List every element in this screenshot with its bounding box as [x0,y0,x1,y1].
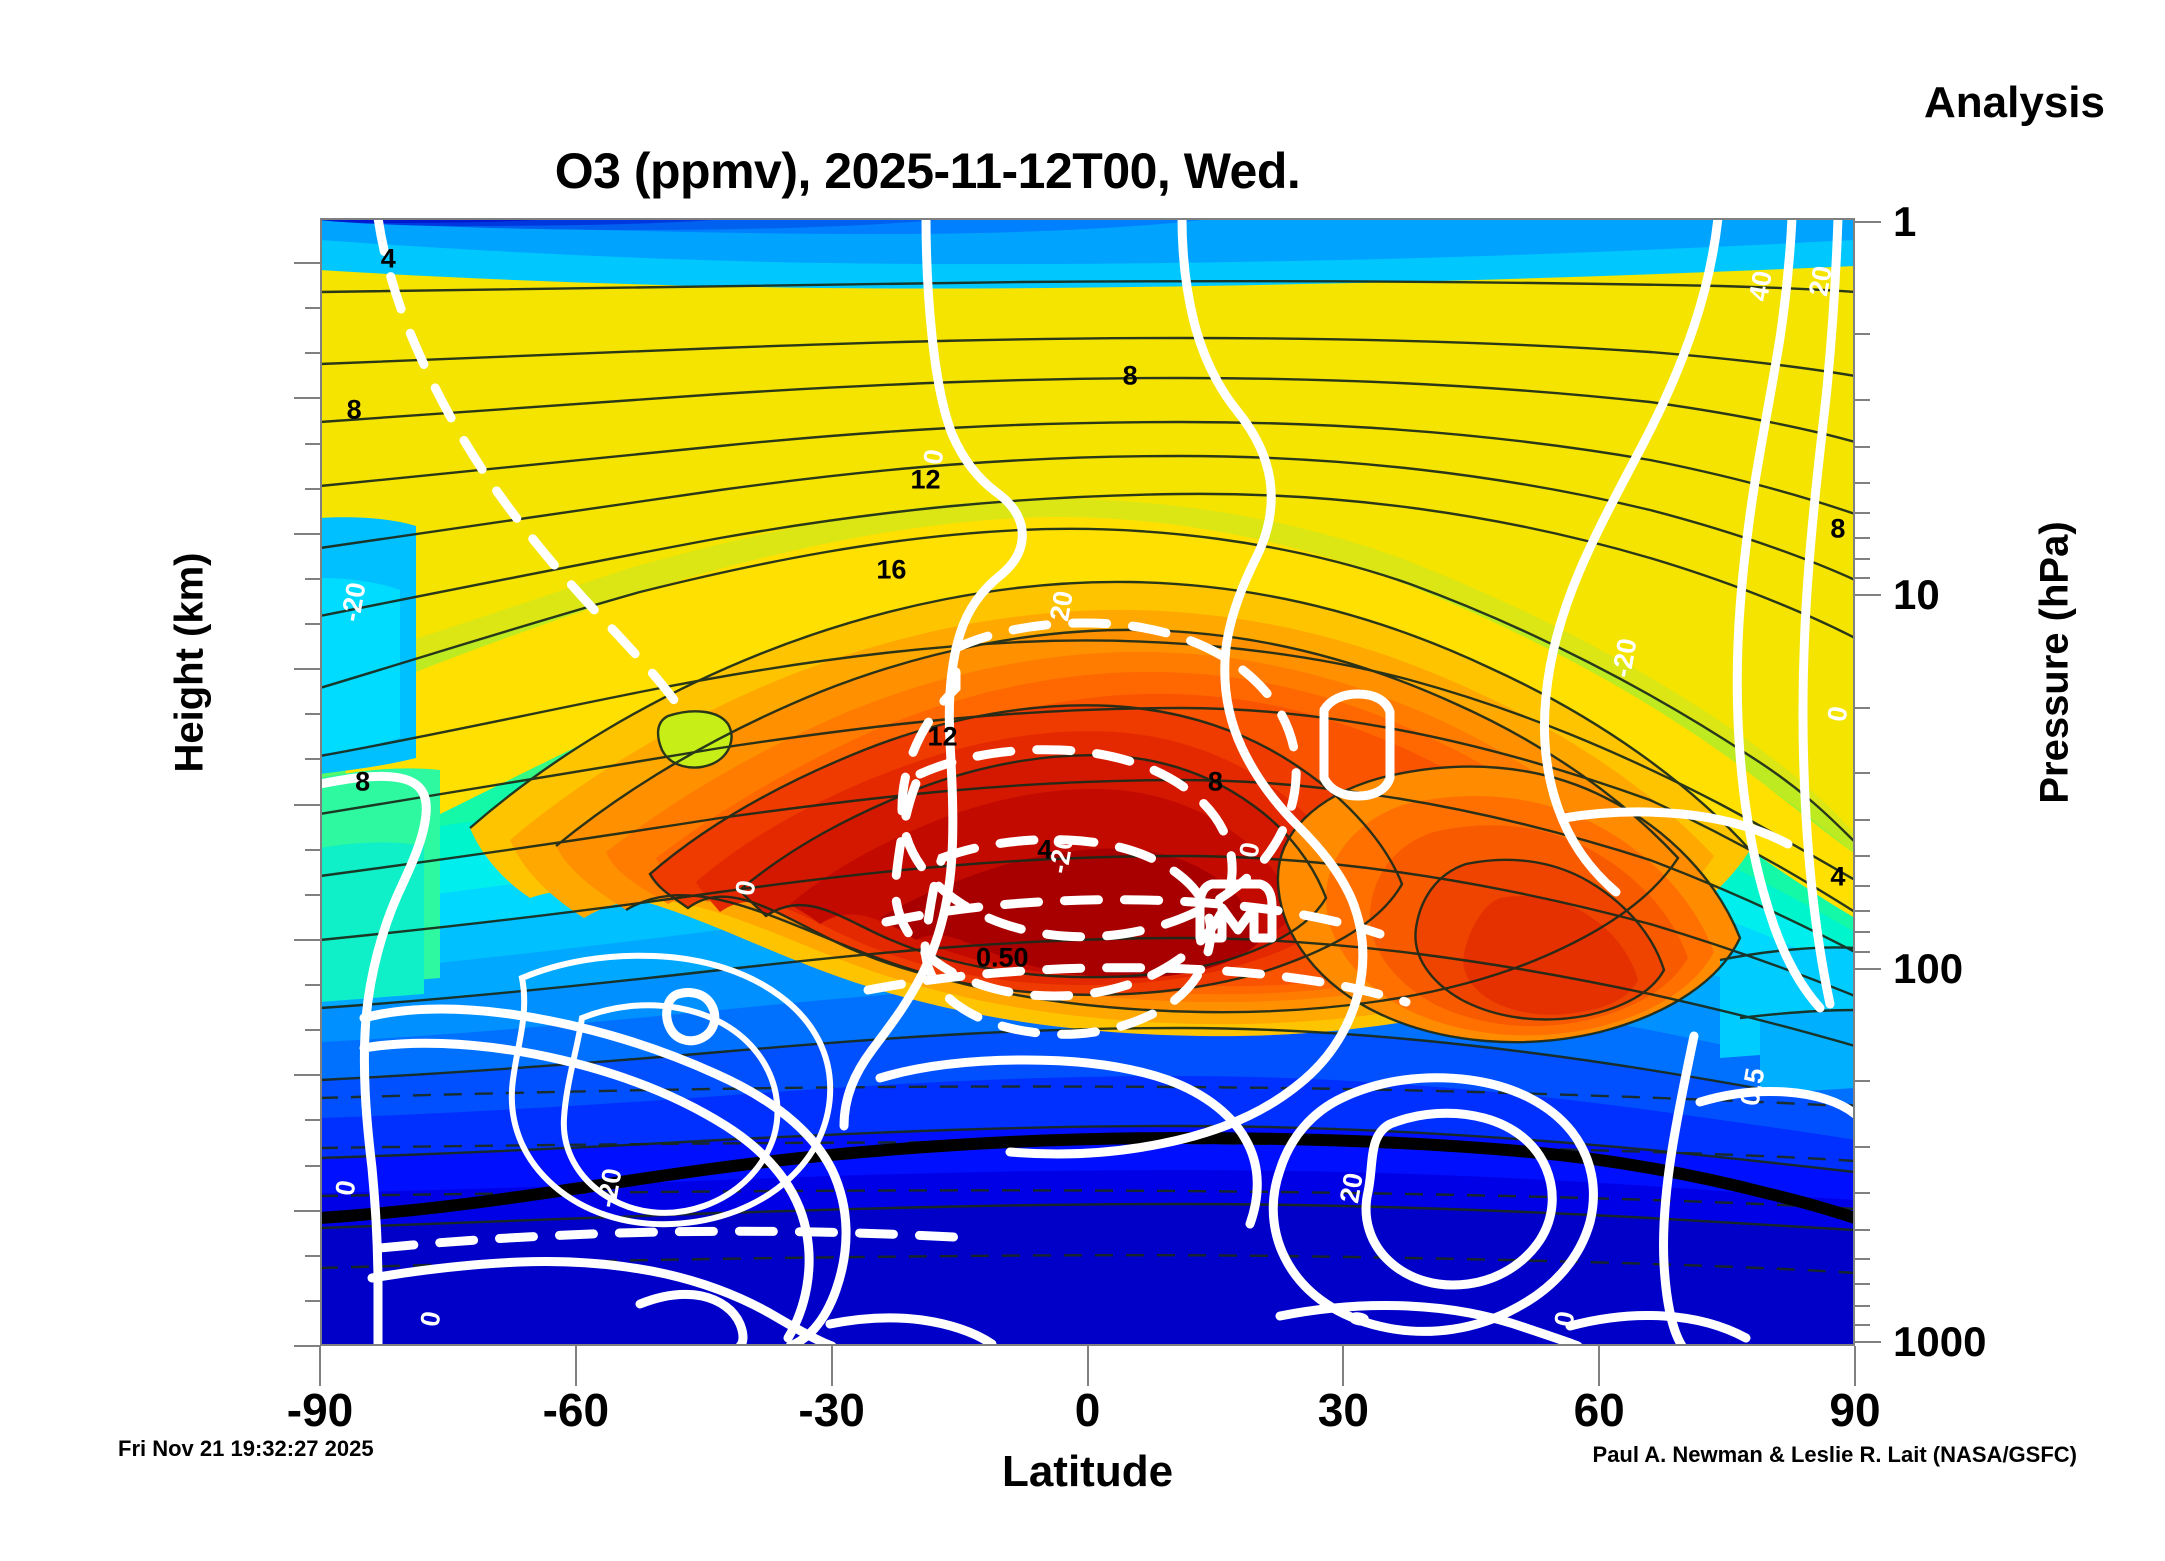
pressure-tick-major [1855,1341,1881,1343]
y-tick-major [294,1345,320,1347]
x-tick-label: 90 [1829,1384,1881,1436]
x-tick-major [319,1346,321,1386]
pressure-tick-minor [1855,1080,1870,1083]
pressure-tick-minor [1855,1145,1870,1148]
pressure-tick-label: 1000 [1893,1318,1987,1365]
y-tick-minor [305,713,320,716]
y-tick-major [294,262,320,265]
pressure-tick-minor [1855,855,1870,858]
y-tick-minor [305,623,320,626]
pressure-tick-minor [1855,1228,1870,1231]
y-tick-minor [305,487,320,490]
pressure-tick-minor [1855,884,1870,887]
x-tick-label: 30 [1317,1384,1369,1436]
pressure-tick-label: 100 [1893,944,1964,992]
pressure-tick-minor [1855,558,1870,561]
page-title: O3 (ppmv), 2025-11-12T00, Wed. [554,143,1301,199]
pressure-tick-minor [1855,577,1870,580]
x-tick-label: -30 [798,1384,865,1436]
y-tick-minor [305,1254,320,1257]
y-tick-minor [305,1164,320,1167]
render-timestamp: Fri Nov 21 19:32:27 2025 [118,1436,374,1461]
x-tick-major [574,1346,577,1386]
x-tick-major [1342,1346,1345,1386]
pressure-tick-minor [1855,931,1870,934]
x-tick-label: 60 [1573,1384,1625,1436]
pressure-tick-minor [1855,1192,1870,1195]
y-tick-minor [305,1029,320,1032]
pressure-tick-minor [1855,1258,1870,1261]
y-tick-minor [305,1299,320,1302]
y-axis-left-title: Height (km) [167,552,212,773]
x-tick-label: -90 [286,1384,354,1436]
x-tick-label: -60 [542,1384,610,1436]
pressure-tick-minor [1855,511,1870,514]
contour-canvas [320,218,1855,1346]
pressure-tick-major [1855,594,1881,597]
x-tick-major [1086,1346,1089,1386]
x-tick-major [1854,1346,1856,1386]
y-tick-minor [305,577,320,580]
y-tick-minor [305,758,320,761]
y-tick-major [294,1074,320,1077]
y-axis-right-title: Pressure (hPa) [2032,521,2077,804]
y-tick-minor [305,848,320,851]
y-tick-major [294,1209,320,1212]
pressure-tick-minor [1855,1283,1870,1286]
x-tick-label: 0 [1074,1384,1101,1436]
y-tick-minor [305,1119,320,1122]
x-tick-major [1598,1346,1601,1386]
x-axis-title: Latitude [1001,1447,1174,1496]
pressure-tick-label: 10 [1893,571,1940,619]
y-tick-minor [305,984,320,987]
pressure-tick-minor [1855,1304,1870,1307]
pressure-tick-minor [1855,772,1870,775]
pressure-tick-minor [1855,536,1870,539]
author-credit: Paul A. Newman & Leslie R. Lait (NASA/GS… [1592,1442,2077,1467]
y-tick-minor [305,442,320,445]
y-tick-minor [305,352,320,355]
ozone-cross-section-plot [320,218,1855,1346]
pressure-tick-major [1855,967,1881,970]
tropopause-line [320,1131,1855,1224]
pressure-tick-minor [1855,950,1870,953]
y-tick-major [294,397,320,400]
x-tick-major [830,1346,833,1386]
y-tick-minor [305,307,320,310]
pressure-tick-minor [1855,399,1870,402]
pressure-tick-major [1855,221,1881,223]
y-tick-minor [305,893,320,896]
pressure-tick-minor [1855,819,1870,822]
pressure-tick-minor [1855,706,1870,709]
pressure-tick-minor [1855,333,1870,336]
y-tick-major [294,668,320,671]
pressure-tick-label: 1 [1893,198,1917,245]
pressure-tick-minor [1855,1323,1870,1326]
pressure-tick-minor [1855,909,1870,912]
y-tick-major [294,532,320,535]
y-tick-major [294,938,320,941]
analysis-label: Analysis [1924,78,2105,127]
y-tick-major [294,803,320,806]
pressure-tick-minor [1855,481,1870,484]
pressure-tick-minor [1855,445,1870,448]
